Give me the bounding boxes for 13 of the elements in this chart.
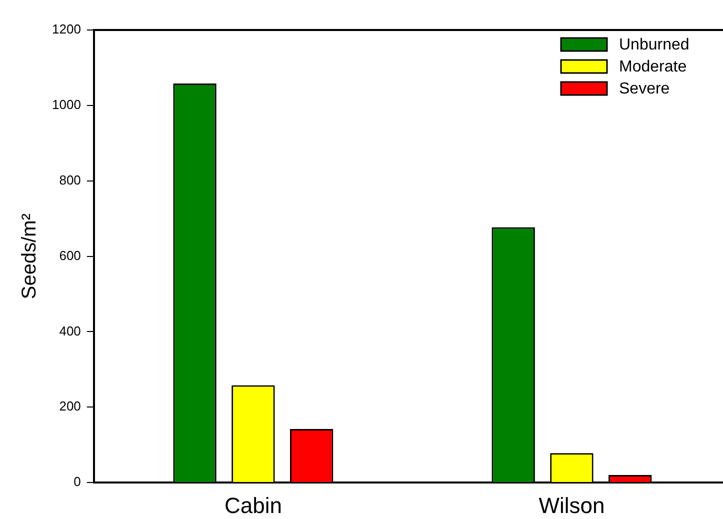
y-tick-label: 400 — [59, 323, 81, 338]
y-tick-label: 800 — [59, 172, 81, 188]
x-tick-label: Wilson — [538, 492, 605, 518]
y-tick-label: 0 — [74, 474, 81, 490]
x-tick-label: Cabin — [224, 492, 282, 518]
legend-label: Unburned — [619, 36, 690, 54]
y-tick-label: 600 — [59, 248, 81, 263]
legend-label: Moderate — [619, 58, 687, 76]
legend-label: Severe — [619, 80, 670, 98]
y-tick-label: 1200 — [52, 22, 81, 37]
y-tick-label: 200 — [59, 398, 81, 414]
y-tick-label: 1000 — [52, 97, 81, 112]
y-axis-title: Seeds/m² — [18, 213, 41, 300]
